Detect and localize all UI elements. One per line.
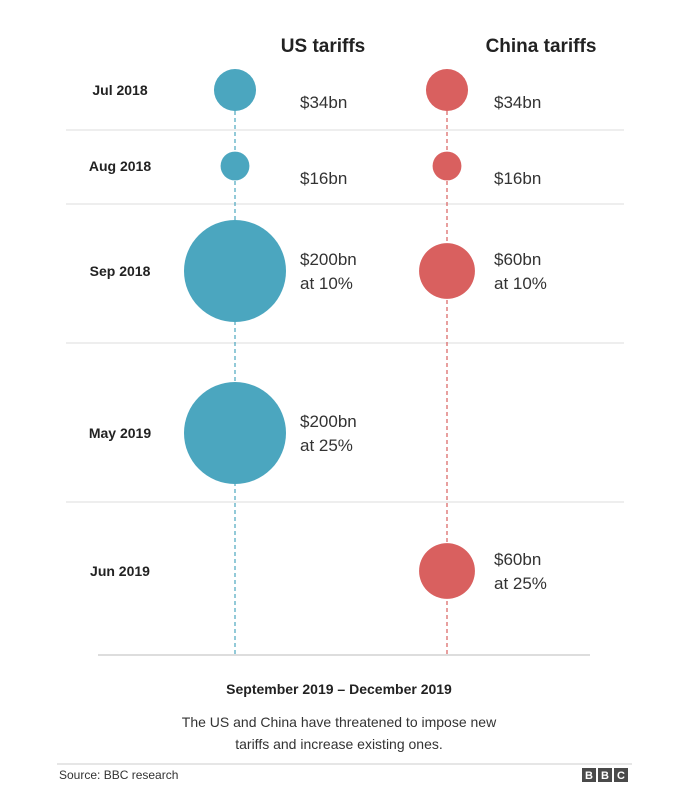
china-value-label: at 25% [494, 574, 547, 593]
timeline-rows: Jul 2018 $34bn $34bn Aug 2018 $16bn $16bn Sep … [89, 68, 547, 599]
china-value-label: $60bn [494, 550, 541, 569]
footer-note-line-2: tariffs and increase existing ones. [235, 736, 443, 752]
china-tariff-bubble [419, 543, 475, 599]
timeline-row: Jun 2019 $60bn at 25% [90, 543, 547, 599]
timeline-row: Aug 2018 $16bn $16bn [89, 151, 541, 188]
bbc-logo-box-3 [614, 768, 628, 782]
us-value-label: $34bn [300, 93, 347, 112]
china-value-label: at 10% [494, 274, 547, 293]
bbc-logo-box-1 [582, 768, 596, 782]
row-dividers [66, 129, 624, 656]
row-date-label: Jun 2019 [90, 563, 150, 579]
us-tariff-bubble [184, 382, 286, 484]
china-value-label: $60bn [494, 250, 541, 269]
source-label: Source: BBC research [59, 768, 178, 782]
bbc-logo-letter-3: C [617, 770, 625, 782]
china-tariff-bubble [432, 151, 462, 181]
row-date-label: Jul 2018 [92, 82, 147, 98]
timeline-row: Sep 2018 $200bn at 10% $60bn at 10% [90, 220, 547, 322]
footer-note-line-1: The US and China have threatened to impo… [182, 714, 497, 730]
us-value-label: $16bn [300, 169, 347, 188]
us-value-label: $200bn [300, 412, 357, 431]
timeline-row: Jul 2018 $34bn $34bn [92, 68, 541, 112]
us-value-label: at 10% [300, 274, 353, 293]
us-value-label: $200bn [300, 250, 357, 269]
chart-footer: September 2019 – December 2019 The US an… [57, 681, 632, 782]
us-tariff-bubble [220, 151, 250, 181]
row-date-label: May 2019 [89, 425, 151, 441]
china-value-label: $16bn [494, 169, 541, 188]
row-date-label: Aug 2018 [89, 158, 151, 174]
row-date-label: Sep 2018 [90, 263, 151, 279]
bbc-logo-box-2 [598, 768, 612, 782]
timeline-row: May 2019 $200bn at 25% [89, 382, 357, 484]
bbc-logo: B B C [582, 768, 628, 782]
china-value-label: $34bn [494, 93, 541, 112]
column-headers: US tariffs China tariffs [281, 36, 597, 57]
footer-period: September 2019 – December 2019 [226, 681, 452, 697]
us-tariff-bubble [213, 68, 257, 112]
bbc-logo-letter-1: B [585, 770, 593, 782]
china-tariff-bubble [425, 68, 469, 112]
bbc-logo-letter-2: B [601, 770, 609, 782]
china-column-header: China tariffs [486, 36, 597, 57]
china-tariff-bubble [419, 243, 475, 299]
us-value-label: at 25% [300, 436, 353, 455]
us-column-header: US tariffs [281, 36, 365, 57]
us-tariff-bubble [184, 220, 286, 322]
